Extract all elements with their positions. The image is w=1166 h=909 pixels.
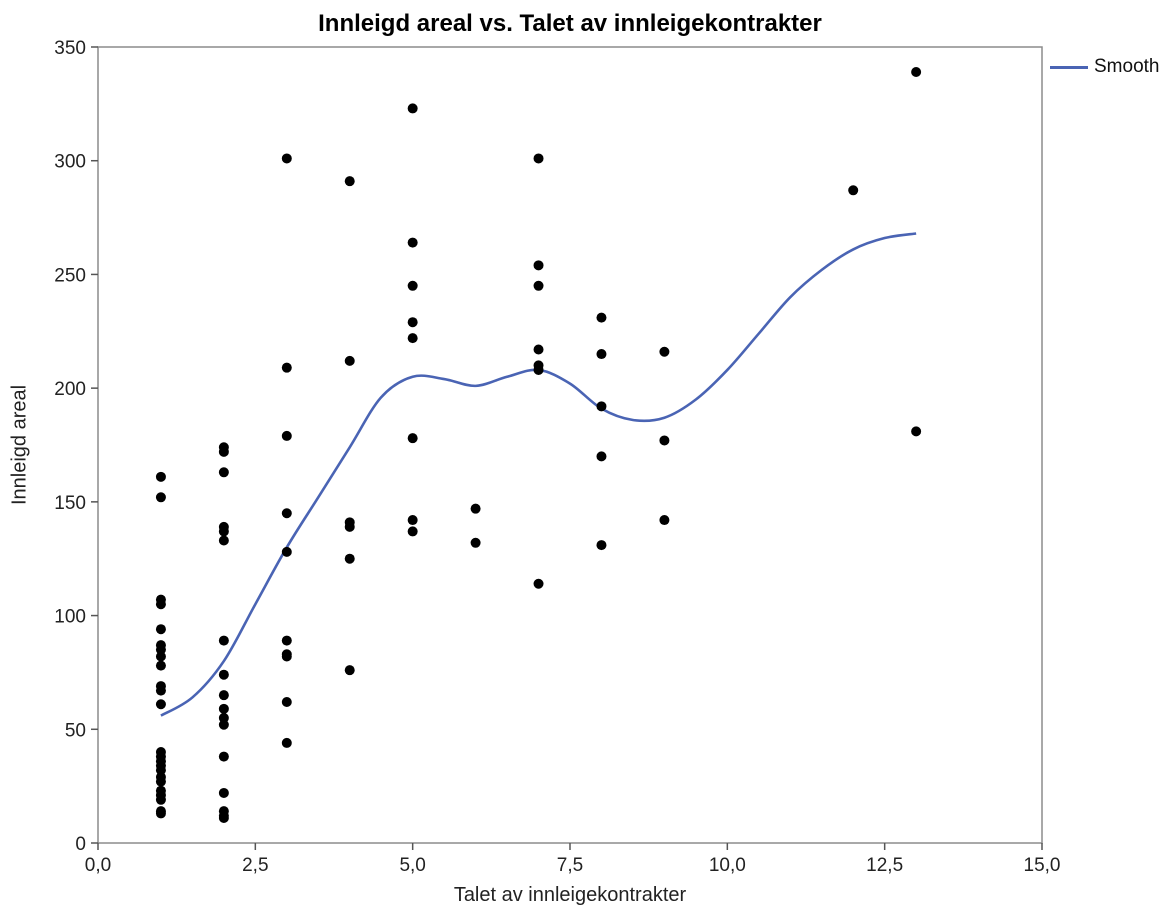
legend-label-smooth: Smooth — [1094, 56, 1160, 77]
data-point — [155, 685, 166, 696]
data-point — [407, 317, 418, 328]
data-point — [344, 553, 355, 564]
y-tick-label: 150 — [54, 493, 86, 514]
data-point — [407, 280, 418, 291]
y-tick-label: 300 — [54, 152, 86, 173]
data-point — [407, 237, 418, 248]
data-point — [596, 349, 607, 360]
data-point — [659, 346, 670, 357]
data-point — [470, 537, 481, 548]
y-tick-label: 350 — [54, 38, 86, 59]
data-point — [281, 737, 292, 748]
y-tick-label: 100 — [54, 607, 86, 628]
data-point — [155, 776, 166, 787]
x-axis-label: Talet av innleigekontrakter — [453, 884, 687, 906]
data-point — [155, 808, 166, 819]
data-point — [155, 599, 166, 610]
axes — [97, 46, 1043, 844]
data-point — [659, 515, 670, 526]
data-point — [596, 312, 607, 323]
data-point — [281, 635, 292, 646]
data-point — [344, 665, 355, 676]
data-point — [218, 635, 229, 646]
x-tick-label: 7,5 — [557, 855, 583, 876]
legend: Smooth — [1050, 56, 1159, 78]
data-point — [344, 176, 355, 187]
data-point — [218, 719, 229, 730]
data-point — [155, 794, 166, 805]
data-point — [344, 355, 355, 366]
data-point — [281, 362, 292, 373]
data-point — [155, 651, 166, 662]
y-tick-label: 0 — [75, 834, 86, 855]
smooth-line — [160, 232, 917, 717]
data-point — [218, 812, 229, 823]
data-point — [281, 696, 292, 707]
data-point — [533, 260, 544, 271]
data-point — [911, 67, 922, 78]
data-point — [596, 540, 607, 551]
x-tick-label: 2,5 — [242, 855, 268, 876]
data-point — [281, 153, 292, 164]
data-point — [344, 521, 355, 532]
y-tick-label: 250 — [54, 265, 86, 286]
x-tick-label: 15,0 — [1024, 855, 1061, 876]
data-point — [407, 515, 418, 526]
data-point — [218, 535, 229, 546]
data-point — [407, 103, 418, 114]
chart-title: Innleigd areal vs. Talet av innleigekont… — [318, 10, 822, 37]
data-point — [533, 578, 544, 589]
data-point — [281, 546, 292, 557]
data-point — [533, 344, 544, 355]
data-point — [911, 426, 922, 437]
data-point — [155, 660, 166, 671]
smooth-series — [160, 232, 917, 717]
data-point — [155, 471, 166, 482]
data-point — [407, 433, 418, 444]
x-tick-label: 0,0 — [85, 855, 111, 876]
data-point — [218, 690, 229, 701]
plot-frame — [97, 46, 1043, 844]
data-point — [218, 526, 229, 537]
data-point — [533, 364, 544, 375]
x-tick-label: 10,0 — [709, 855, 746, 876]
data-point — [155, 624, 166, 635]
data-point — [596, 451, 607, 462]
data-point — [407, 333, 418, 344]
data-point — [155, 699, 166, 710]
data-point — [659, 435, 670, 446]
data-point — [218, 751, 229, 762]
tick-marks: 0,0 2,5 5,0 7,5 10,0 12,5 15,0 0 50 100 150 200 250 3… — [54, 38, 1060, 876]
scatter-points — [155, 67, 922, 823]
data-point — [218, 669, 229, 680]
data-point — [218, 787, 229, 798]
data-point — [218, 703, 229, 714]
y-tick-label: 200 — [54, 379, 86, 400]
legend-swatch-smooth — [1050, 65, 1088, 69]
data-point — [848, 185, 859, 196]
data-point — [218, 467, 229, 478]
x-tick-label: 12,5 — [866, 855, 903, 876]
data-point — [407, 526, 418, 537]
data-point — [533, 280, 544, 291]
y-tick-label: 50 — [65, 720, 86, 741]
data-point — [281, 651, 292, 662]
data-point — [470, 503, 481, 514]
data-point — [218, 446, 229, 457]
data-point — [281, 508, 292, 519]
data-point — [533, 153, 544, 164]
data-point — [281, 430, 292, 441]
data-point — [596, 401, 607, 412]
data-point — [155, 492, 166, 503]
x-tick-label: 5,0 — [399, 855, 425, 876]
